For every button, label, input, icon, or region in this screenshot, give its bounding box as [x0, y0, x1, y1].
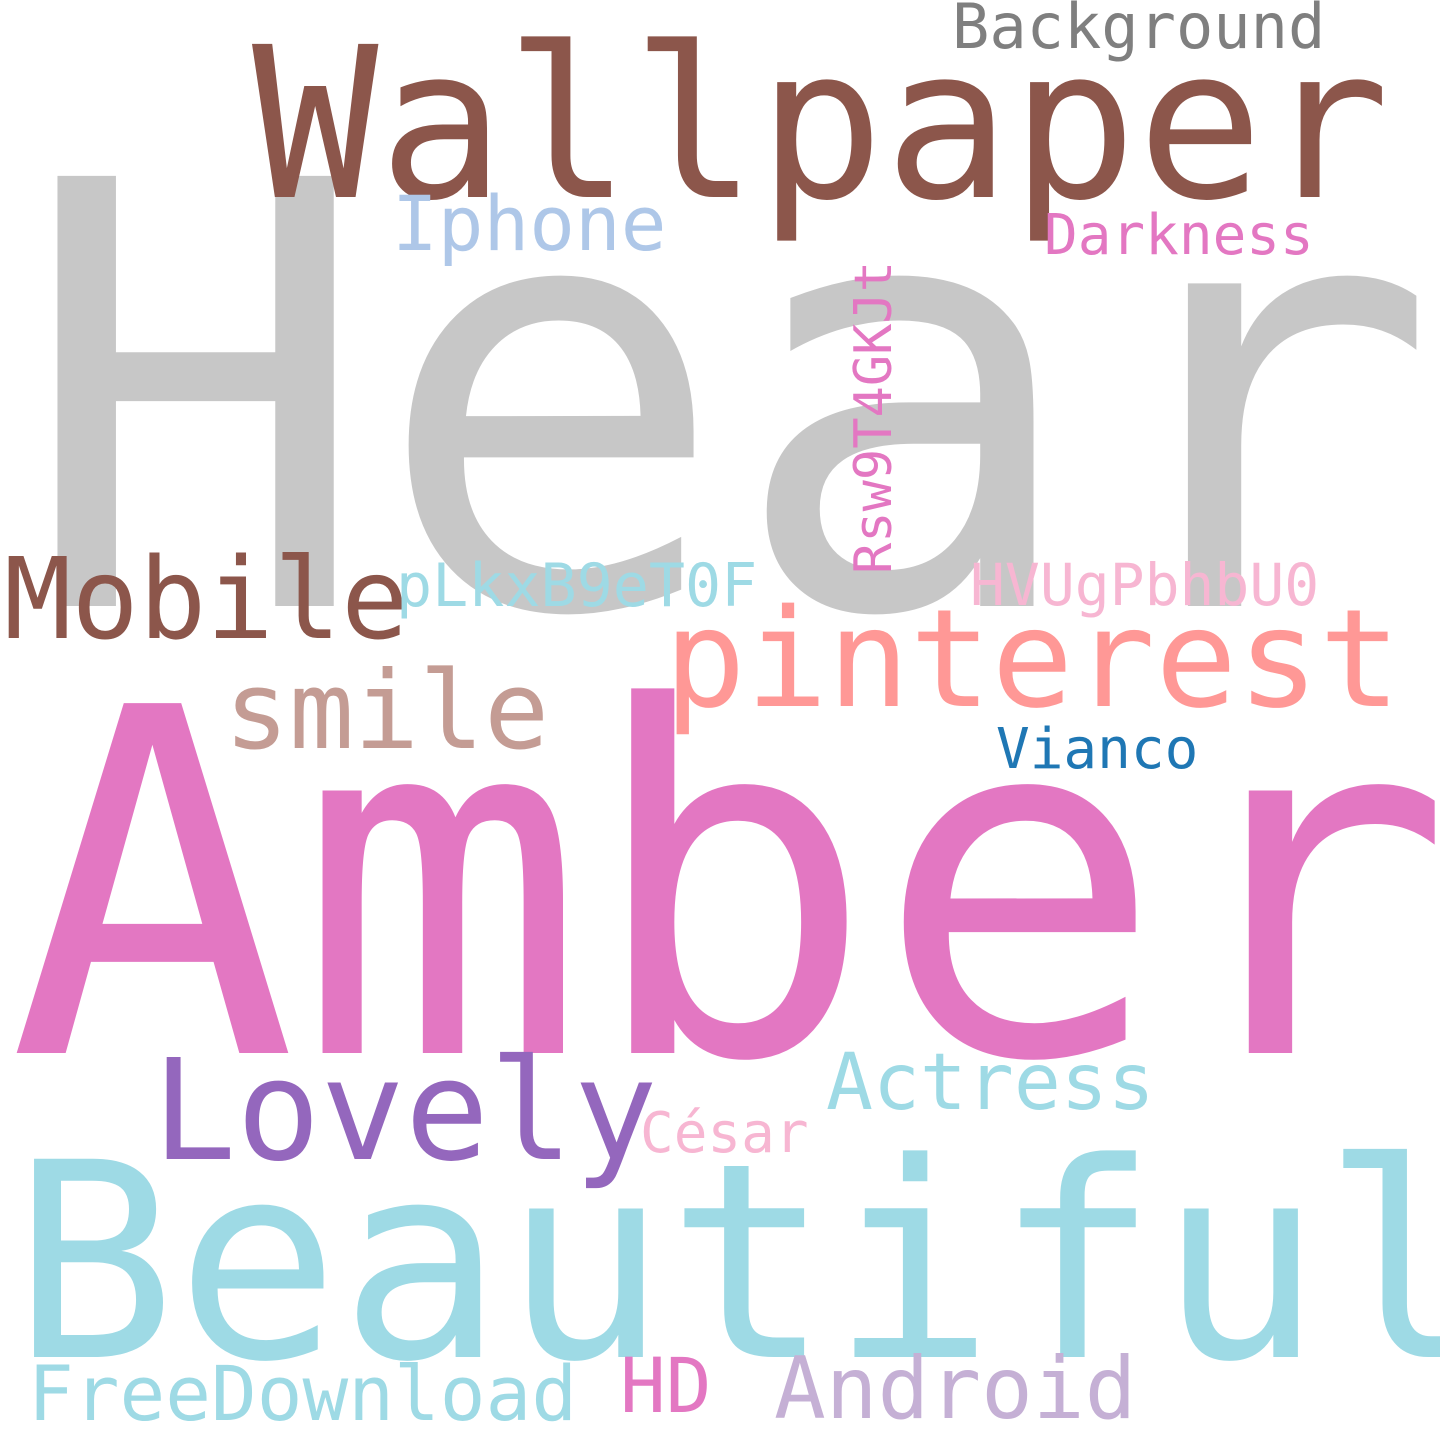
word-background: Background [952, 0, 1326, 63]
word-freedownload: FreeDownload [28, 1349, 578, 1438]
word-plkxb9et0f: pLkxB9eT0F [396, 551, 758, 621]
word-beautiful: Beautiful [12, 1106, 1440, 1422]
word-vianco: Vianco [996, 717, 1199, 782]
word-actress: Actress [826, 1038, 1155, 1128]
word-hvugpbhbu0: HVUgPbhbU0 [970, 551, 1320, 619]
word-iphone: Iphone [392, 179, 667, 268]
word-pinterest: pinterest [664, 581, 1401, 739]
word-wallpaper: Wallpaper [252, 2, 1390, 247]
word-lovely: Lovely [152, 1030, 658, 1193]
word-rsw9t4gkjt: Rsw9T4GKJt [844, 260, 904, 574]
word-smile: smile [224, 649, 550, 774]
word-android: Android [774, 1339, 1137, 1439]
word-heard: Heard [18, 59, 1440, 746]
word-cesar: César [640, 1101, 809, 1166]
word-hd: HD [620, 1341, 712, 1430]
word-mobile: Mobile [4, 535, 409, 665]
word-amber: Amber [8, 608, 1440, 1167]
word-darkness: Darkness [1044, 203, 1314, 268]
